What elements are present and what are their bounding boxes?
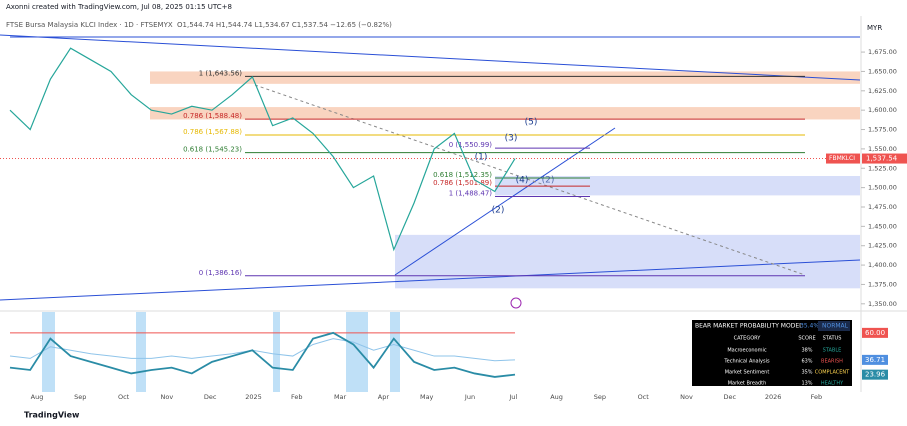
indicator-tag: 36.71 (865, 356, 885, 364)
trendline (0, 34, 861, 81)
credit: Axonni created with TradingView.com, Jul… (6, 3, 232, 11)
table-cell: Technical Analysis (723, 359, 770, 365)
table-cell: COMPLACENT (815, 370, 850, 376)
y-tick-label: 1,475.00 (868, 203, 897, 211)
fib-label: 0 (1,386.16) (199, 269, 243, 277)
x-tick-label: May (420, 393, 434, 401)
symbol: FTSE Bursa Malaysia KLCI Index · 1D · FT… (6, 21, 173, 29)
zone (150, 107, 860, 120)
table-status: NORMAL (822, 323, 849, 330)
x-tick-label: Sep (74, 393, 86, 401)
x-tick-label: Aug (550, 393, 563, 401)
fib-label: 0.786 (1,501.89) (433, 179, 492, 187)
table-cell: Macroeconomic (727, 348, 767, 354)
x-tick-label: Apr (378, 393, 390, 401)
zone (495, 176, 860, 196)
wave-label: (2) (492, 206, 505, 216)
wave-label: (4) (516, 176, 529, 186)
highlight-band (390, 312, 400, 392)
fib-label: 1 (1,488.47) (449, 190, 493, 198)
wave-label: (5) (525, 118, 538, 128)
fib-label: 0.786 (1,567.88) (183, 128, 242, 136)
wave-label: (2) (542, 176, 555, 186)
x-tick-label: Oct (118, 393, 130, 401)
table-cell: 63% (801, 359, 812, 365)
x-tick-label: Oct (638, 393, 650, 401)
table-score: 35.4% (800, 323, 819, 330)
table-cell: Market Breadth (728, 381, 767, 387)
highlight-band (136, 312, 146, 392)
price-line (9, 47, 516, 252)
trendline (0, 259, 861, 301)
table-header: CATEGORY (734, 336, 762, 342)
y-tick-label: 1,375.00 (868, 280, 897, 288)
x-tick-label: Jun (464, 393, 475, 401)
highlight-band (273, 312, 280, 392)
wave-label: (3) (505, 134, 518, 144)
y-tick-label: 1,675.00 (868, 48, 897, 56)
table-cell: HEALTHY (821, 381, 844, 387)
y-tick-label: 1,650.00 (868, 67, 897, 75)
x-tick-label: Nov (161, 393, 174, 401)
table-cell: 38% (801, 348, 812, 354)
indicator-line (9, 331, 516, 378)
indicator-tag: 60.00 (865, 329, 885, 337)
fib-label: 0.618 (1,545.23) (183, 146, 242, 154)
x-tick-label: 2026 (765, 393, 782, 401)
price-tag-bg (862, 153, 907, 164)
ohlc: O1,544.74 H1,544.74 L1,534.67 C1,537.54 … (177, 21, 392, 29)
y-tick-label: 1,425.00 (868, 242, 897, 250)
x-tick-label: Jul (508, 393, 517, 401)
highlight-band (346, 312, 368, 392)
table-cell: STABLE (823, 348, 842, 354)
x-tick-label: Aug (31, 393, 44, 401)
fib-label: 0.618 (1,512.35) (433, 171, 492, 179)
y-tick-label: 1,600.00 (868, 106, 897, 114)
y-tick-label: 1,625.00 (868, 87, 897, 95)
y-tick-label: 1,350.00 (868, 300, 897, 308)
highlight-band (42, 312, 55, 392)
event-icon (510, 297, 522, 309)
fib-label: 1 (1,643.56) (199, 69, 243, 77)
fib-label: 0.786 (1,588.48) (183, 112, 242, 120)
zone (150, 71, 860, 84)
x-tick-label: Mar (334, 393, 347, 401)
zone (395, 234, 860, 289)
price-tag-name: FBMKLCI (829, 155, 855, 162)
brand: TradingView (24, 411, 80, 420)
wave-label: (1) (475, 153, 488, 163)
trendline (254, 84, 806, 276)
table-header: SCORE (798, 336, 815, 342)
y-tick-label: 1,525.00 (868, 164, 897, 172)
y-tick-label: 1,550.00 (868, 145, 897, 153)
currency: MYR (867, 24, 882, 32)
table-cell: BEARISH (821, 359, 843, 365)
table-header: STATUS (823, 336, 842, 342)
y-tick-label: 1,500.00 (868, 184, 897, 192)
table-title: BEAR MARKET PROBABILITY MODEL (695, 323, 803, 330)
indicator-line (9, 338, 516, 362)
indicator-tag-bg (862, 369, 888, 380)
table-cell: 35% (801, 370, 812, 376)
x-tick-label: Nov (680, 393, 693, 401)
table-cell: Market Sentiment (725, 370, 770, 376)
price-tag-bg (826, 153, 860, 164)
status-bg (818, 321, 850, 331)
y-tick-label: 1,400.00 (868, 261, 897, 269)
x-tick-label: 2025 (245, 393, 262, 401)
y-tick-label: 1,575.00 (868, 126, 897, 134)
indicator-tag-bg (862, 354, 888, 365)
price-tag: 1,537.54 (866, 155, 898, 163)
y-tick-label: 1,450.00 (868, 222, 897, 230)
table-cell: 13% (801, 381, 812, 387)
x-tick-label: Sep (594, 393, 606, 401)
x-tick-label: Feb (811, 393, 823, 401)
indicator-tag: 23.96 (865, 371, 886, 379)
x-tick-label: Dec (204, 393, 217, 401)
indicator-tag-bg (862, 327, 888, 338)
x-tick-label: Dec (724, 393, 737, 401)
x-tick-label: Feb (291, 393, 303, 401)
fib-label: 0 (1,550.99) (449, 141, 493, 149)
